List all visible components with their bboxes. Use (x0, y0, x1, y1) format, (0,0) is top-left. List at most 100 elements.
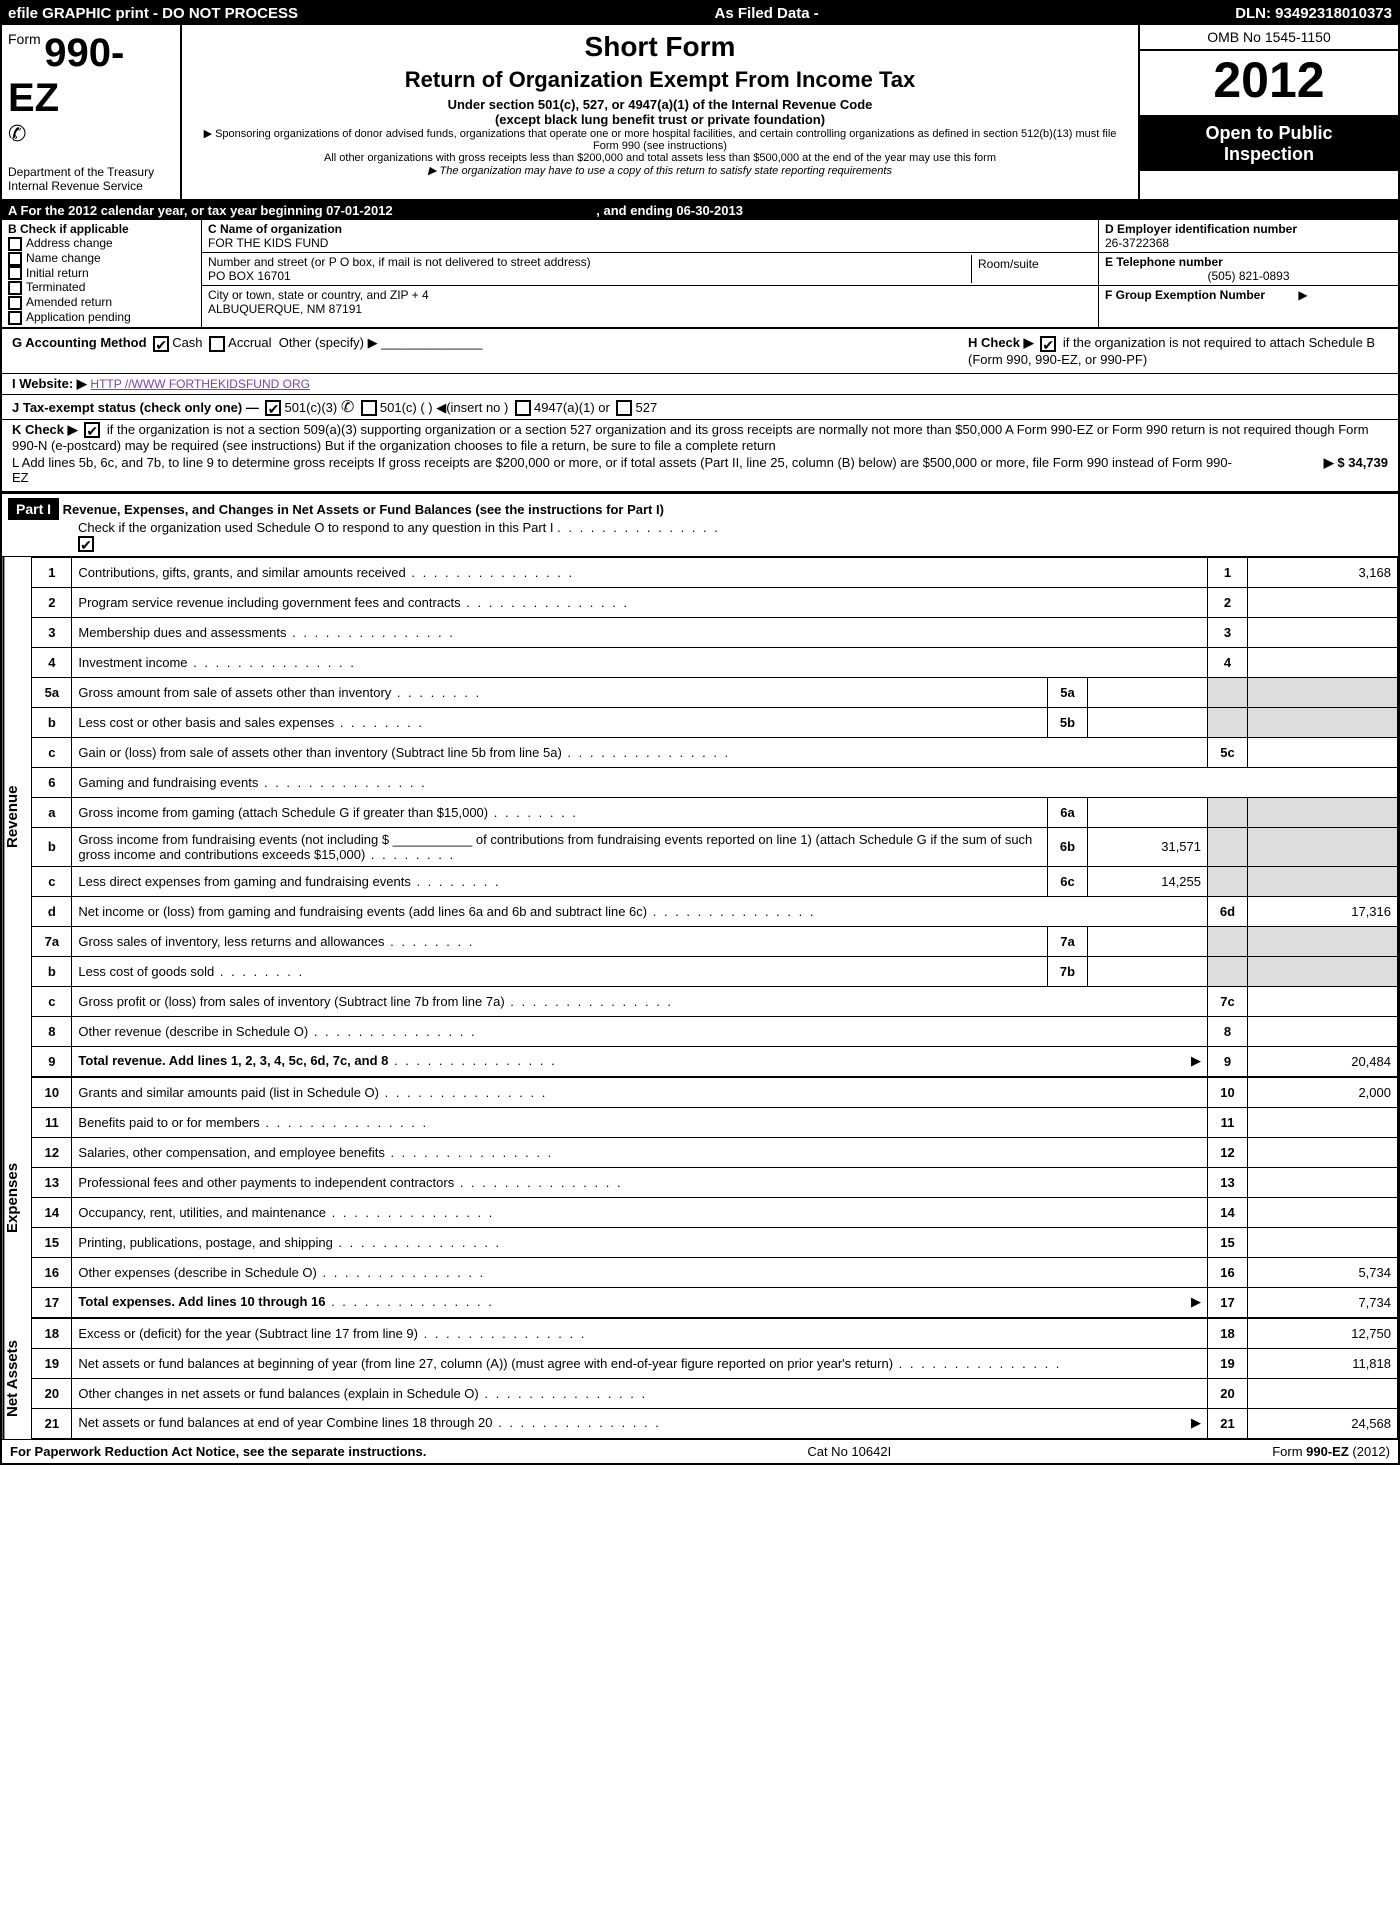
K-check[interactable]: ✔ (84, 422, 100, 438)
F-group-arrow: ▶ (1298, 288, 1307, 302)
section-expenses: Expenses10Grants and similar amounts pai… (2, 1077, 1398, 1318)
right-box-label: 16 (1208, 1257, 1248, 1287)
line-desc: Net assets or fund balances at beginning… (72, 1348, 1208, 1378)
mid-box-value (1088, 707, 1208, 737)
J-527-check[interactable] (616, 400, 632, 416)
header-center: Short Form Return of Organization Exempt… (182, 25, 1138, 199)
org-city: ALBUQUERQUE, NM 87191 (208, 302, 362, 316)
right-box-value: 3,168 (1248, 557, 1398, 587)
mid-box-value: 14,255 (1088, 866, 1208, 896)
G-label: G Accounting Method (12, 335, 147, 350)
right-box-value: 11,818 (1248, 1348, 1398, 1378)
line-desc: Gaming and fundraising events (72, 767, 1398, 797)
line-desc: Net assets or fund balances at end of ye… (72, 1408, 1208, 1438)
G-accrual-check[interactable] (209, 336, 225, 352)
line-20: 20Other changes in net assets or fund ba… (32, 1378, 1398, 1408)
footer-right: Form 990-EZ (2012) (1272, 1444, 1390, 1459)
footer-center: Cat No 10642I (807, 1444, 891, 1459)
right-box-label: 15 (1208, 1227, 1248, 1257)
mid-box-value (1088, 797, 1208, 827)
efile-topbar: efile GRAPHIC print - DO NOT PROCESS As … (2, 2, 1398, 25)
topbar-center: As Filed Data - (715, 5, 819, 22)
header-left: Form 990-EZ ✆ Department of the Treasury… (2, 25, 182, 199)
line-desc: Salaries, other compensation, and employ… (72, 1137, 1208, 1167)
line-desc: Total revenue. Add lines 1, 2, 3, 4, 5c,… (72, 1046, 1208, 1076)
G-cash-check[interactable]: ✔ (153, 336, 169, 352)
line-desc: Gross amount from sale of assets other t… (72, 677, 1048, 707)
line-6: 6Gaming and fundraising events (32, 767, 1398, 797)
line-desc: Professional fees and other payments to … (72, 1167, 1208, 1197)
mid-box-value (1088, 677, 1208, 707)
H-check[interactable]: ✔ (1040, 336, 1056, 352)
line-desc: Less cost of goods sold (72, 956, 1048, 986)
right-box-label: 7c (1208, 986, 1248, 1016)
header-right: OMB No 1545-1150 2012 Open to Public Ins… (1138, 25, 1398, 199)
line-12: 12Salaries, other compensation, and empl… (32, 1137, 1398, 1167)
B-opt-5[interactable]: Application pending (8, 310, 195, 325)
line-3: 3Membership dues and assessments3 (32, 617, 1398, 647)
line-number: c (32, 866, 72, 896)
section-revenue: Revenue1Contributions, gifts, grants, an… (2, 557, 1398, 1077)
right-box-value: 17,316 (1248, 896, 1398, 926)
J-501c-check[interactable] (361, 400, 377, 416)
topbar-right: DLN: 93492318010373 (1235, 5, 1392, 22)
B-opt-3[interactable]: Terminated (8, 280, 195, 295)
open-to-public: Open to Public Inspection (1140, 117, 1398, 171)
line-11: 11Benefits paid to or for members11 (32, 1107, 1398, 1137)
line-16: 16Other expenses (describe in Schedule O… (32, 1257, 1398, 1287)
right-box-label-grey (1208, 956, 1248, 986)
F-group-block: F Group Exemption Number ▶ (1099, 286, 1398, 304)
section-table: 10Grants and similar amounts paid (list … (31, 1077, 1398, 1318)
section-label: Expenses (2, 1077, 31, 1318)
line-desc: Other expenses (describe in Schedule O) (72, 1257, 1208, 1287)
line-desc: Contributions, gifts, grants, and simila… (72, 557, 1208, 587)
line-b: bLess cost or other basis and sales expe… (32, 707, 1398, 737)
line-number: d (32, 896, 72, 926)
part1-body: Revenue1Contributions, gifts, grants, an… (2, 557, 1398, 1439)
J-501c3-check[interactable]: ✔ (265, 400, 281, 416)
line-2: 2Program service revenue including gover… (32, 587, 1398, 617)
line-desc: Other changes in net assets or fund bala… (72, 1378, 1208, 1408)
line-number: 14 (32, 1197, 72, 1227)
J-4947-check[interactable] (515, 400, 531, 416)
line-desc: Investment income (72, 647, 1208, 677)
section-BCD: B Check if applicable Address change Nam… (2, 220, 1398, 329)
line-desc: Gain or (loss) from sale of assets other… (72, 737, 1208, 767)
row-A: A For the 2012 calendar year, or tax yea… (2, 201, 1398, 220)
right-box-label-grey (1208, 866, 1248, 896)
line-number: b (32, 707, 72, 737)
B-opt-2[interactable]: Initial return (8, 266, 195, 281)
B-opt-1-label: Name change (26, 251, 101, 265)
tax-year: 2012 (1140, 51, 1398, 117)
line-number: 9 (32, 1046, 72, 1076)
right-box-label: 21 (1208, 1408, 1248, 1438)
line-desc: Gross income from fundraising events (no… (72, 827, 1048, 866)
right-box-value (1248, 1137, 1398, 1167)
part1-schedO-check[interactable]: ✔ (78, 536, 94, 552)
line-number: b (32, 827, 72, 866)
part1-header-row: Part I Revenue, Expenses, and Changes in… (2, 493, 1398, 557)
line-7a: 7aGross sales of inventory, less returns… (32, 926, 1398, 956)
line-b: bGross income from fundraising events (n… (32, 827, 1398, 866)
omb-number: OMB No 1545-1150 (1140, 25, 1398, 51)
part1-check-label: Check if the organization used Schedule … (78, 520, 554, 535)
G-block: G Accounting Method ✔Cash Accrual Other … (12, 335, 482, 352)
right-box-value: 12,750 (1248, 1318, 1398, 1348)
line-desc: Other revenue (describe in Schedule O) (72, 1016, 1208, 1046)
D-ein-label: D Employer identification number (1105, 222, 1297, 236)
line-15: 15Printing, publications, postage, and s… (32, 1227, 1398, 1257)
B-opt-0[interactable]: Address change (8, 236, 195, 251)
topbar-left: efile GRAPHIC print - DO NOT PROCESS (8, 5, 298, 22)
mid-box-value (1088, 956, 1208, 986)
line-21: 21Net assets or fund balances at end of … (32, 1408, 1398, 1438)
line-number: 10 (32, 1077, 72, 1107)
line-number: 6 (32, 767, 72, 797)
right-box-label: 5c (1208, 737, 1248, 767)
right-box-label-grey (1208, 827, 1248, 866)
part1-check-text: Check if the organization used Schedule … (78, 520, 720, 535)
line-number: 19 (32, 1348, 72, 1378)
website-link[interactable]: HTTP //WWW FORTHEKIDSFUND ORG (90, 377, 310, 391)
right-box-label-grey (1208, 707, 1248, 737)
B-opt-1[interactable]: Name change (8, 251, 195, 266)
B-opt-4[interactable]: Amended return (8, 295, 195, 310)
